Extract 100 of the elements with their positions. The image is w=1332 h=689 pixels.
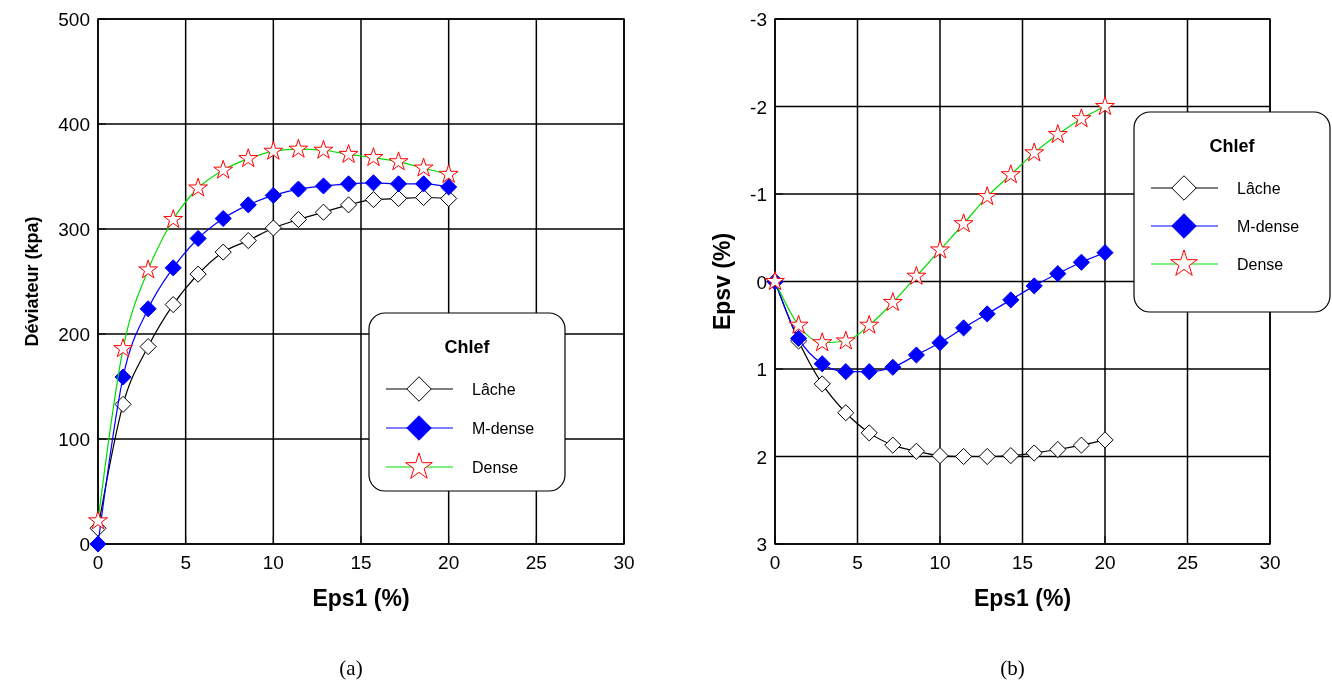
y-tick-label: -1 <box>750 184 767 205</box>
point <box>882 292 903 312</box>
point <box>213 159 234 179</box>
point <box>906 265 927 285</box>
point <box>953 213 974 233</box>
point <box>389 189 408 208</box>
point <box>415 188 433 207</box>
point <box>1049 265 1067 283</box>
text: (b) <box>1000 656 1025 680</box>
y-tick-label: 2 <box>756 446 767 468</box>
point <box>364 174 383 192</box>
point <box>1000 164 1021 184</box>
point <box>931 334 949 352</box>
point <box>163 209 184 229</box>
point <box>389 175 408 193</box>
legend-title: Chlef <box>444 337 491 357</box>
point <box>188 177 209 197</box>
point <box>338 144 359 163</box>
point <box>1002 291 1020 309</box>
point <box>955 319 973 337</box>
y-tick-label: 400 <box>58 114 90 135</box>
point <box>1024 142 1045 162</box>
point <box>1095 96 1115 116</box>
y-tick-label: 500 <box>58 9 90 30</box>
point <box>1025 444 1043 462</box>
point <box>314 177 333 195</box>
point <box>1072 436 1090 454</box>
x-tick-label: 10 <box>262 552 284 573</box>
point <box>214 209 232 228</box>
point <box>907 346 925 364</box>
point <box>837 404 855 422</box>
legend-label: Dense <box>1237 256 1284 273</box>
point <box>138 259 159 279</box>
x-tick-label: 10 <box>929 552 951 573</box>
point <box>977 186 998 206</box>
point <box>289 210 307 229</box>
y-tick-label: 100 <box>58 429 90 450</box>
y-tick-label: 200 <box>58 324 90 345</box>
point <box>189 229 207 248</box>
point <box>1049 440 1067 459</box>
text: (a) <box>339 656 363 680</box>
point <box>1002 447 1020 465</box>
point <box>813 355 831 373</box>
x-tick-label: 15 <box>1011 552 1034 573</box>
y-tick-label: 300 <box>58 219 90 240</box>
x-axis-title: Eps1 (%) <box>973 585 1072 611</box>
y-tick-label: 1 <box>756 359 767 380</box>
point <box>288 138 309 158</box>
legend-label: M-dense <box>1237 218 1300 235</box>
point <box>239 231 257 250</box>
y-axis-title: Epsv (%) <box>709 232 735 331</box>
x-tick-label: 5 <box>852 552 863 573</box>
point <box>1096 244 1114 262</box>
point <box>812 332 833 352</box>
point <box>139 300 157 318</box>
point <box>1047 124 1068 144</box>
point <box>440 178 458 196</box>
point <box>1096 431 1114 449</box>
point <box>363 147 384 167</box>
point <box>114 368 132 386</box>
point <box>164 296 182 314</box>
point <box>930 239 950 259</box>
point <box>339 175 358 193</box>
point <box>238 148 259 168</box>
legend-label: Lâche <box>472 381 516 398</box>
point <box>214 243 232 261</box>
point <box>1025 277 1043 295</box>
point <box>189 265 207 283</box>
point <box>313 139 334 159</box>
point <box>859 314 880 334</box>
x-tick-label: 25 <box>1176 552 1199 573</box>
legend-label: Dense <box>472 459 519 476</box>
y-axis-title: Déviateur (kpa) <box>22 216 42 347</box>
point <box>289 180 307 198</box>
point <box>1072 253 1090 271</box>
legend-label: M-dense <box>472 420 535 437</box>
point <box>114 395 132 413</box>
point <box>364 191 383 209</box>
y-tick-label: 0 <box>756 271 767 293</box>
point <box>884 436 902 454</box>
point <box>164 259 182 277</box>
y-tick-label: -2 <box>750 96 767 118</box>
point <box>860 363 878 381</box>
point <box>89 535 107 553</box>
point <box>314 203 333 221</box>
x-tick-label: 20 <box>438 552 460 573</box>
point <box>264 219 282 237</box>
x-tick-label: 30 <box>613 552 635 573</box>
point <box>837 363 855 381</box>
point <box>860 424 878 442</box>
point <box>931 447 949 465</box>
point <box>813 375 831 393</box>
point <box>239 196 257 214</box>
point <box>788 314 809 334</box>
x-axis-title: Eps1 (%) <box>312 585 410 611</box>
x-tick-label: 15 <box>350 552 372 573</box>
point <box>88 510 108 530</box>
x-tick-label: 20 <box>1094 552 1116 573</box>
point <box>907 442 925 460</box>
point <box>835 330 856 350</box>
